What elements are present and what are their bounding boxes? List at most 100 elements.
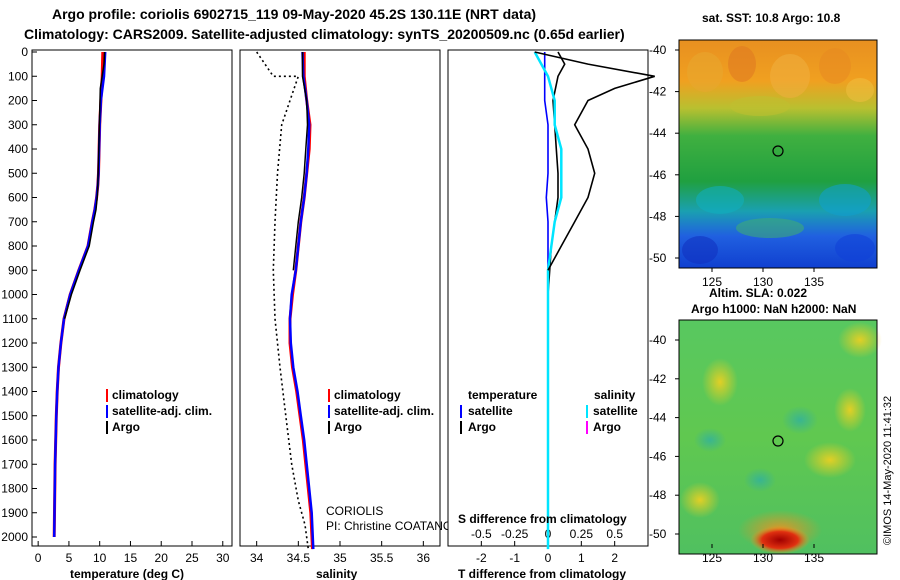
x-tick-label: 1 (578, 551, 585, 565)
temperature-panel: 0100200300400500600700800900100011001200… (1, 45, 453, 580)
depth-tick-label: 600 (8, 191, 28, 205)
legend-argo: Argo (112, 420, 140, 434)
depth-tick-label: 200 (8, 94, 28, 108)
map-x-tick-label: 130 (753, 551, 773, 565)
x-tick-label: 30 (216, 551, 230, 565)
map-x-tick-label: 135 (804, 275, 824, 289)
salinity-series (256, 51, 315, 550)
x-tick-label: 15 (124, 551, 138, 565)
sla-title-line-2: Argo h1000: NaN h2000: NaN (691, 302, 856, 316)
legend-satellite: satellite-adj. clim. (334, 404, 434, 418)
sla-map-y-axis: -40 -42 -44 -46 -48 -50 (649, 333, 679, 541)
sst-float-marker (772, 145, 784, 157)
salinity-x-label: salinity (316, 567, 358, 580)
data-centre-label: CORIOLIS (326, 504, 383, 518)
top-tick-label: 0.25 (570, 527, 594, 541)
map-y-tick-label: -44 (649, 126, 667, 140)
depth-tick-label: 300 (8, 118, 28, 132)
x-tick-label: 5 (66, 551, 73, 565)
map-x-tick-label: 125 (702, 275, 722, 289)
legend-salinity-title: salinity (594, 388, 636, 402)
series-salinity-satellite (533, 51, 563, 550)
map-y-tick-label: -48 (649, 209, 667, 223)
legend-temp-satellite: satellite (468, 404, 513, 418)
x-tick-label: 0 (545, 551, 552, 565)
x-tick-label: 34.5 (287, 551, 311, 565)
difference-legend: temperature satellite Argo salinity sate… (460, 388, 638, 434)
map-y-tick-label: -44 (649, 411, 667, 425)
x-tick-label: 10 (93, 551, 107, 565)
map-y-tick-label: -46 (649, 449, 667, 463)
map-y-tick-label: -40 (649, 333, 667, 347)
sst-map-image (678, 39, 878, 269)
legend-argo: Argo (334, 420, 362, 434)
series-argo (63, 51, 106, 320)
salinity-panel: 34 34.5 35 35.5 36 salinity climatology sate… (239, 49, 469, 580)
map-y-tick-label: -50 (649, 527, 667, 541)
sla-float-marker (772, 435, 784, 447)
difference-top-label: S difference from climatology (458, 512, 627, 526)
sla-title-line-1: Altim. SLA: 0.022 (709, 286, 807, 300)
depth-tick-label: 700 (8, 215, 28, 229)
difference-x-axis: -2 -1 0 1 2-0.5 -0.25 0 0.25 0.5 (471, 527, 623, 565)
legend-satellite: satellite-adj. clim. (112, 404, 212, 418)
series-salinity-argo (534, 51, 655, 271)
map-y-tick-label: -40 (649, 43, 667, 57)
x-tick-label: -2 (476, 551, 487, 565)
sst-map-frame (678, 39, 878, 269)
depth-tick-label: 1400 (1, 385, 28, 399)
depth-tick-label: 1100 (2, 312, 28, 326)
temperature-x-axis: 0 5 10 15 20 25 30 (35, 541, 230, 565)
depth-tick-label: 800 (8, 239, 28, 253)
depth-tick-label: 1900 (1, 506, 28, 520)
depth-axis: 0 100 200 300 400 500 600 700 800 900 1000 1100 1200… (1, 45, 453, 544)
sla-map-x-axis: 125 130 135 (702, 544, 824, 565)
map-y-tick-label: -48 (649, 488, 667, 502)
x-tick-label: 20 (155, 551, 169, 565)
depth-tick-label: 2000 (1, 530, 28, 544)
map-y-tick-label: -50 (649, 251, 667, 265)
x-tick-label: 35.5 (370, 551, 394, 565)
sst-map-x-axis: 125 130 135 (702, 268, 824, 289)
legend-sal-argo: Argo (593, 420, 621, 434)
legend-sal-satellite: satellite (593, 404, 638, 418)
depth-tick-label: 900 (8, 263, 28, 277)
depth-tick-label: 1300 (1, 360, 28, 374)
legend-temp-argo: Argo (468, 420, 496, 434)
imos-timestamp: ©IMOS 14-May-2020 11:41:32 (882, 396, 894, 545)
map-x-tick-label: 130 (753, 275, 773, 289)
depth-tick-label: 1200 (1, 336, 28, 350)
depth-tick-label: 1000 (1, 288, 28, 302)
sla-texture (680, 322, 882, 554)
legend-climatology: climatology (112, 388, 179, 402)
x-tick-label: 0 (35, 551, 42, 565)
salinity-x-axis: 34 34.5 35 35.5 36 (250, 541, 430, 565)
depth-tick-label: 1600 (1, 433, 28, 447)
difference-x-label: T difference from climatology (458, 567, 626, 580)
x-tick-label: 35 (333, 551, 347, 565)
chart-title-line-2: Climatology: CARS2009. Satellite-adjuste… (24, 26, 625, 42)
sla-map-frame (678, 319, 878, 555)
sla-map-panel: Altim. SLA: 0.022 Argo h1000: NaN h2000:… (649, 286, 882, 565)
sst-texture (682, 46, 875, 264)
top-tick-label: -0.25 (501, 527, 529, 541)
sst-map-title: sat. SST: 10.8 Argo: 10.8 (702, 11, 841, 25)
x-tick-label: -1 (509, 551, 520, 565)
map-y-tick-label: -42 (649, 372, 667, 386)
series-argo (292, 52, 309, 271)
salinity-plot-frame (239, 49, 441, 547)
temperature-series (52, 51, 107, 538)
x-tick-label: 25 (185, 551, 199, 565)
depth-tick-label: 1700 (1, 457, 28, 471)
map-x-tick-label: 125 (702, 551, 722, 565)
map-y-tick-label: -46 (649, 168, 667, 182)
depth-tick-label: 400 (8, 142, 28, 156)
x-tick-label: 2 (611, 551, 618, 565)
difference-panel: -2 -1 0 1 2-0.5 -0.25 0 0.25 0.5 T difference fr… (447, 49, 655, 580)
series-satellite-adj-clim- (288, 51, 315, 550)
series-dotted-reference (256, 51, 310, 550)
temperature-legend: climatology satellite-adj. clim. Argo (106, 388, 212, 434)
sst-map-y-axis: -40 -42 -44 -46 -48 -50 (649, 43, 679, 265)
top-tick-label: 0.5 (606, 527, 623, 541)
